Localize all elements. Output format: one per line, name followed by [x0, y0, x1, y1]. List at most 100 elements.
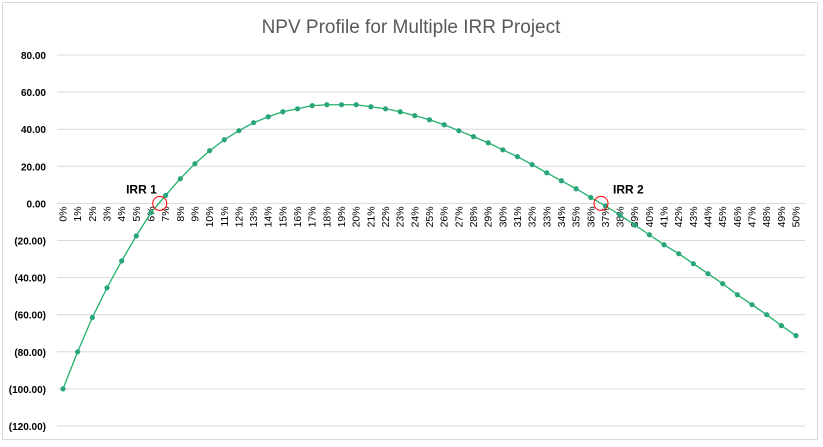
x-tick-label: 16% — [292, 206, 304, 227]
x-tick-label: 49% — [776, 206, 788, 227]
x-tick-label: 40% — [644, 206, 656, 227]
data-point — [294, 106, 301, 112]
data-point — [632, 222, 638, 228]
x-tick-label: 1% — [72, 206, 84, 221]
x-tick-label: 22% — [380, 206, 392, 227]
x-tick-label: 42% — [673, 206, 685, 227]
y-tick-label: 80.00 — [21, 51, 46, 62]
x-tick-label: 2% — [87, 206, 99, 221]
data-point — [588, 194, 594, 201]
x-tick-label: 36% — [585, 206, 597, 227]
y-tick-label: (40.00) — [14, 274, 46, 285]
data-point — [207, 148, 213, 154]
x-tick-label: 45% — [717, 206, 729, 227]
data-point — [89, 314, 95, 321]
data-point — [749, 302, 755, 308]
x-tick-label: 50% — [791, 206, 803, 227]
data-point — [676, 251, 682, 257]
y-tick-label: 60.00 — [21, 88, 46, 99]
x-tick-label: 33% — [541, 206, 553, 227]
data-point — [690, 261, 696, 267]
x-tick-label: 18% — [321, 206, 333, 227]
y-tick-label: (60.00) — [14, 311, 46, 322]
x-tick-label: 5% — [131, 206, 143, 221]
x-tick-label: 26% — [439, 206, 451, 227]
data-point — [236, 128, 242, 134]
x-tick-label: 21% — [365, 206, 377, 227]
irr-marker — [152, 195, 168, 211]
data-point — [104, 285, 110, 291]
data-point — [764, 312, 770, 318]
chart-title: NPV Profile for Multiple IRR Project — [262, 17, 562, 38]
data-point — [661, 242, 667, 248]
data-point — [514, 154, 521, 160]
x-tick-label: 19% — [336, 206, 348, 227]
x-tick-label: 8% — [175, 206, 187, 221]
x-tick-label: 12% — [233, 206, 245, 227]
data-point — [412, 113, 418, 119]
data-point — [793, 333, 799, 339]
data-point — [148, 210, 154, 216]
data-point — [324, 102, 330, 108]
x-tick-label: 31% — [512, 206, 524, 227]
data-point — [485, 140, 491, 146]
x-tick-label: 35% — [571, 206, 583, 227]
x-tick-label: 14% — [263, 206, 275, 227]
x-tick-label: 37% — [600, 206, 612, 227]
npv-line — [62, 104, 797, 390]
irr-label: IRR 1 — [126, 182, 157, 196]
x-tick-label: 0% — [58, 206, 70, 221]
y-tick-label: (20.00) — [14, 237, 46, 248]
y-tick-label: (80.00) — [14, 348, 46, 359]
x-tick-label: 13% — [248, 206, 260, 227]
data-point — [544, 170, 550, 176]
x-tick-label: 47% — [747, 206, 759, 227]
x-tick-label: 25% — [424, 206, 436, 227]
x-tick-label: 43% — [688, 206, 700, 227]
data-point — [720, 281, 726, 287]
npv-series — [60, 102, 799, 392]
data-point — [265, 114, 271, 120]
chart-frame — [2, 2, 818, 440]
data-point — [60, 386, 66, 392]
data-point — [309, 103, 315, 109]
data-point — [368, 104, 374, 110]
x-tick-label: 48% — [761, 206, 773, 227]
y-tick-label: (100.00) — [9, 385, 46, 396]
data-point — [573, 186, 579, 192]
x-tick-label: 24% — [409, 206, 421, 227]
y-axis-ticks: 80.00 60.00 40.00 20.00 0.00 (20.00) (40.00) (6… — [9, 51, 47, 433]
x-axis-ticks: 0%1%2%3%4%5%6%7%8%9%10%11%12%13%14%15%16… — [58, 206, 803, 227]
data-point — [163, 192, 169, 199]
x-tick-label: 30% — [497, 206, 509, 227]
data-point — [529, 162, 535, 168]
x-tick-label: 20% — [351, 206, 363, 227]
x-tick-label: 29% — [483, 206, 495, 227]
x-tick-label: 11% — [219, 206, 231, 226]
x-tick-label: 10% — [204, 206, 216, 227]
data-point — [646, 232, 653, 238]
data-point — [133, 233, 139, 239]
data-point — [441, 122, 447, 128]
data-point — [500, 147, 506, 153]
data-point — [558, 178, 565, 184]
x-tick-label: 27% — [453, 206, 465, 227]
data-point — [456, 128, 462, 134]
data-point — [353, 102, 359, 108]
x-tick-label: 4% — [116, 206, 128, 221]
x-tick-label: 39% — [629, 206, 641, 227]
x-tick-label: 44% — [703, 206, 715, 227]
data-point — [617, 212, 623, 218]
data-point — [397, 109, 403, 115]
data-point — [250, 120, 257, 126]
y-tick-label: 0.00 — [27, 199, 47, 210]
data-point — [470, 134, 477, 140]
y-tick-label: 20.00 — [21, 162, 46, 173]
y-tick-label: (120.00) — [9, 422, 46, 433]
data-point — [338, 102, 345, 108]
data-point — [734, 292, 740, 298]
x-tick-label: 17% — [307, 206, 319, 227]
data-point — [280, 109, 286, 115]
irr-annotations: IRR 1 IRR 2 — [126, 182, 644, 211]
